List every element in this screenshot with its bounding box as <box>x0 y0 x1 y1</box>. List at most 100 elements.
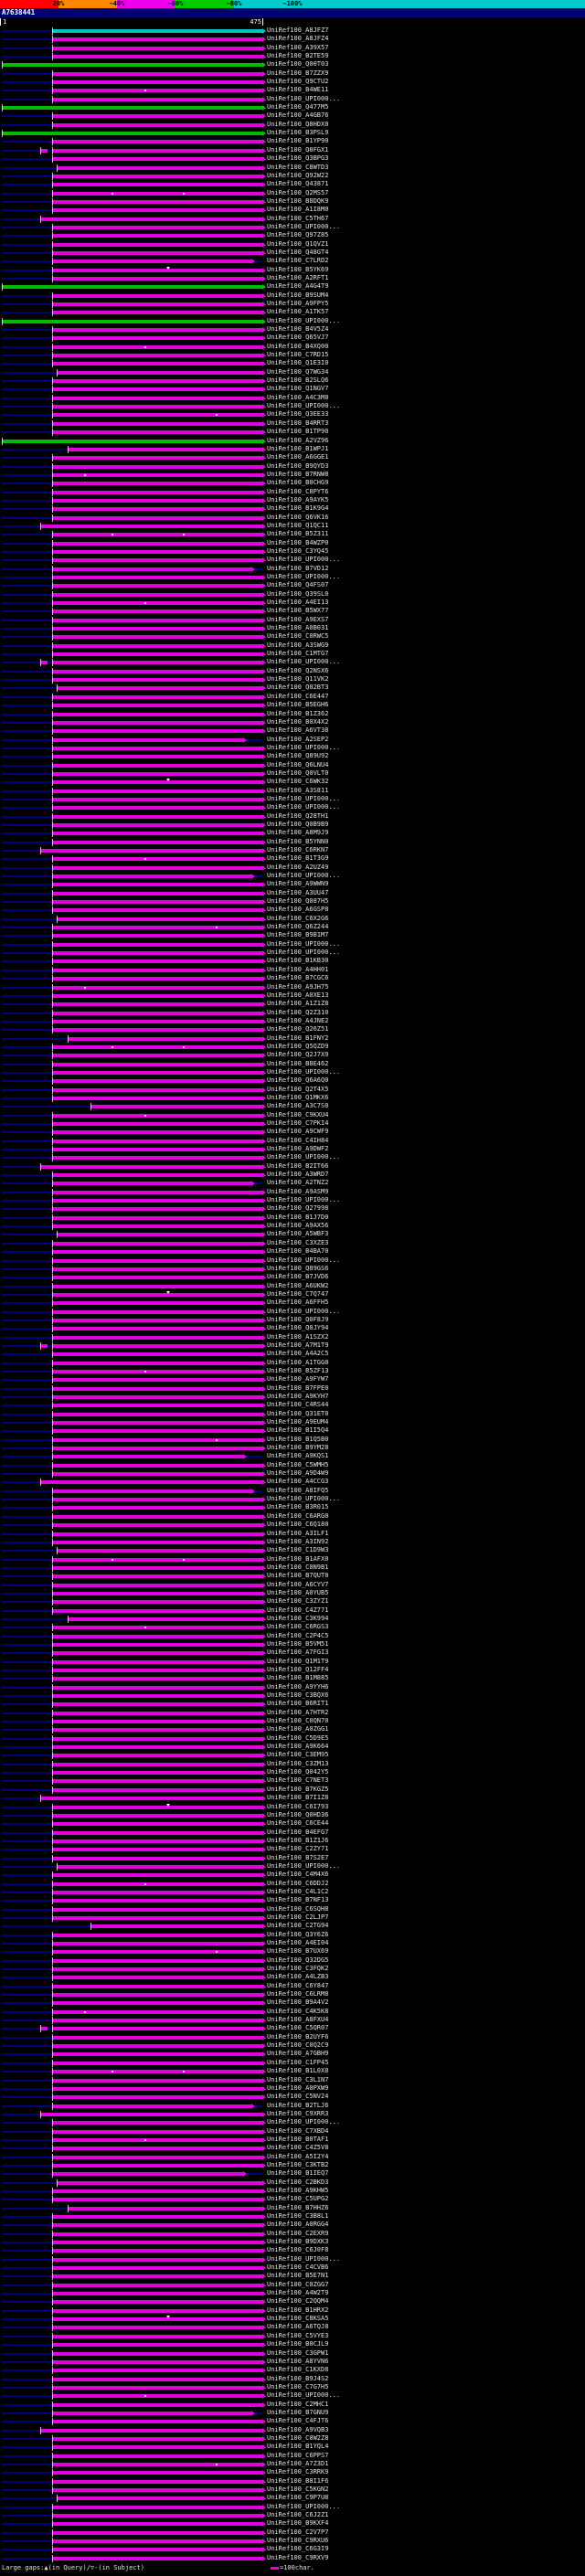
hit-label[interactable]: UniRef100_B1I5Q4 <box>267 1426 329 1435</box>
hit-label[interactable]: UniRef100_A9D4W9 <box>267 1469 329 1478</box>
alignment-bar[interactable] <box>51 1239 262 1247</box>
alignment-bar[interactable] <box>51 2358 262 2366</box>
alignment-bar[interactable] <box>51 69 262 78</box>
hit-label[interactable]: UniRef100_A8M9J9 <box>267 829 329 837</box>
alignment-bar[interactable] <box>51 1999 262 2008</box>
hit-label[interactable]: UniRef100_UPI000... <box>267 743 341 751</box>
alignment-bar[interactable] <box>51 419 262 428</box>
alignment-bar[interactable] <box>51 1709 262 1717</box>
hit-label[interactable]: UniRef100_A9YYH6 <box>267 1682 329 1691</box>
alignment-bar[interactable] <box>51 292 262 300</box>
alignment-bar[interactable] <box>51 249 262 257</box>
alignment-bar[interactable] <box>51 1077 262 1086</box>
hit-label[interactable]: UniRef100_C7G7H5 <box>267 2382 329 2390</box>
alignment-bar[interactable] <box>51 2153 262 2161</box>
hit-label[interactable]: UniRef100_B5WX77 <box>267 607 329 615</box>
hit-label[interactable]: UniRef100_B7I1Z8 <box>267 1794 329 1802</box>
alignment-bar[interactable] <box>51 240 262 249</box>
alignment-bar[interactable] <box>51 2196 262 2204</box>
hit-label[interactable]: UniRef100_A9EUM4 <box>267 1418 329 1426</box>
alignment-bar[interactable] <box>56 164 262 172</box>
hit-label[interactable]: UniRef100_Q6LNU4 <box>267 760 329 769</box>
hit-label[interactable]: UniRef100_C4M4X6 <box>267 1871 329 1879</box>
alignment-bar[interactable] <box>51 266 262 274</box>
alignment-bar[interactable] <box>51 1180 251 1188</box>
alignment-bar[interactable] <box>51 1154 262 1162</box>
alignment-bar[interactable] <box>51 360 262 368</box>
hit-label[interactable]: UniRef100_C0W2Z8 <box>267 2433 329 2442</box>
hit-label[interactable]: UniRef100_Q2Z310 <box>267 1008 329 1016</box>
alignment-bar[interactable] <box>56 1231 262 1239</box>
hit-label[interactable]: UniRef100_Q2T4X5 <box>267 1085 329 1093</box>
alignment-bar[interactable] <box>51 2538 262 2546</box>
hit-label[interactable]: UniRef100_A9JH75 <box>267 982 329 991</box>
alignment-bar[interactable] <box>51 924 262 932</box>
hit-label[interactable]: UniRef100_UPI000... <box>267 1153 341 1161</box>
hit-label[interactable]: UniRef100_UPI000... <box>267 2118 341 2126</box>
alignment-bar[interactable] <box>51 1555 262 1564</box>
hit-label[interactable]: UniRef100_C3ZYZ1 <box>267 1597 329 1606</box>
alignment-bar[interactable] <box>51 1504 262 1512</box>
hit-label[interactable]: UniRef100_C2EXR9 <box>267 2229 329 2237</box>
alignment-bar[interactable] <box>51 693 262 701</box>
alignment-bar[interactable] <box>51 727 262 736</box>
alignment-bar[interactable] <box>51 2127 262 2136</box>
alignment-bar[interactable] <box>51 1683 262 1691</box>
hit-label[interactable]: UniRef100_C5TH67 <box>267 214 329 222</box>
hit-label[interactable]: UniRef100_A8YVN6 <box>267 2357 329 2365</box>
alignment-bar[interactable] <box>68 1034 262 1043</box>
alignment-bar[interactable] <box>51 1427 262 1436</box>
alignment-bar[interactable] <box>51 2068 262 2076</box>
alignment-bar[interactable] <box>51 1256 262 1265</box>
alignment-bar[interactable] <box>51 1658 262 1666</box>
alignment-bar[interactable] <box>40 2110 262 2118</box>
hit-label[interactable]: UniRef100_C3FQK2 <box>267 1965 329 1973</box>
alignment-bar[interactable] <box>51 898 262 906</box>
hit-label[interactable]: UniRef100_C3KTB2 <box>267 2160 329 2168</box>
alignment-bar[interactable] <box>51 172 262 180</box>
hit-label[interactable]: UniRef100_B7S2E7 <box>267 1853 329 1861</box>
alignment-bar[interactable] <box>51 1692 262 1701</box>
alignment-bar[interactable] <box>51 1718 262 1726</box>
alignment-bar[interactable] <box>51 761 262 769</box>
hit-label[interactable]: UniRef100_UPI000... <box>267 1307 341 1315</box>
alignment-bar[interactable] <box>51 2316 262 2324</box>
alignment-bar[interactable] <box>51 804 262 812</box>
hit-label[interactable]: UniRef100_UPI000... <box>267 2391 341 2400</box>
alignment-bar[interactable] <box>51 590 262 599</box>
alignment-bar[interactable] <box>51 514 262 522</box>
alignment-bar[interactable] <box>90 1103 262 1111</box>
alignment-bar[interactable] <box>51 2332 262 2340</box>
alignment-bar[interactable] <box>51 2008 262 2016</box>
alignment-bar[interactable] <box>51 779 262 787</box>
alignment-bar[interactable] <box>51 87 262 95</box>
alignment-bar[interactable] <box>51 1589 262 1597</box>
hit-label[interactable]: UniRef100_Q087H5 <box>267 897 329 906</box>
alignment-bar[interactable] <box>51 471 262 479</box>
alignment-bar[interactable] <box>51 1956 262 1965</box>
hit-label[interactable]: UniRef100_C2V7P7 <box>267 2528 329 2536</box>
alignment-bar[interactable] <box>51 2367 262 2375</box>
alignment-bar[interactable] <box>51 207 262 215</box>
alignment-bar[interactable] <box>51 1068 262 1076</box>
alignment-bar[interactable] <box>51 667 262 675</box>
alignment-bar[interactable] <box>51 1120 262 1128</box>
hit-label[interactable]: UniRef100_Q27998 <box>267 1204 329 1213</box>
hit-label[interactable]: UniRef100_A1I8M0 <box>267 206 329 214</box>
hit-label[interactable]: UniRef100_A4HH01 <box>267 965 329 973</box>
alignment-bar[interactable] <box>51 2341 262 2349</box>
alignment-bar[interactable] <box>51 1512 262 1521</box>
alignment-bar[interactable] <box>51 197 262 206</box>
hit-label[interactable]: UniRef100_C4Z5V8 <box>267 2144 329 2152</box>
hit-label[interactable]: UniRef100_B1K9G4 <box>267 504 329 513</box>
alignment-bar[interactable] <box>51 889 262 897</box>
alignment-bar[interactable] <box>51 1752 262 1760</box>
alignment-bar[interactable] <box>51 2255 262 2263</box>
hit-label[interactable]: UniRef100_B2UYF6 <box>267 2032 329 2041</box>
alignment-bar[interactable] <box>51 411 262 419</box>
alignment-bar[interactable] <box>51 2247 262 2255</box>
hit-label[interactable]: UniRef100_Q0HD36 <box>267 1810 329 1818</box>
hit-label[interactable]: UniRef100_UPI000... <box>267 1067 341 1076</box>
hit-label[interactable]: UniRef100_UPI000... <box>267 573 341 580</box>
alignment-bar[interactable] <box>51 547 262 556</box>
